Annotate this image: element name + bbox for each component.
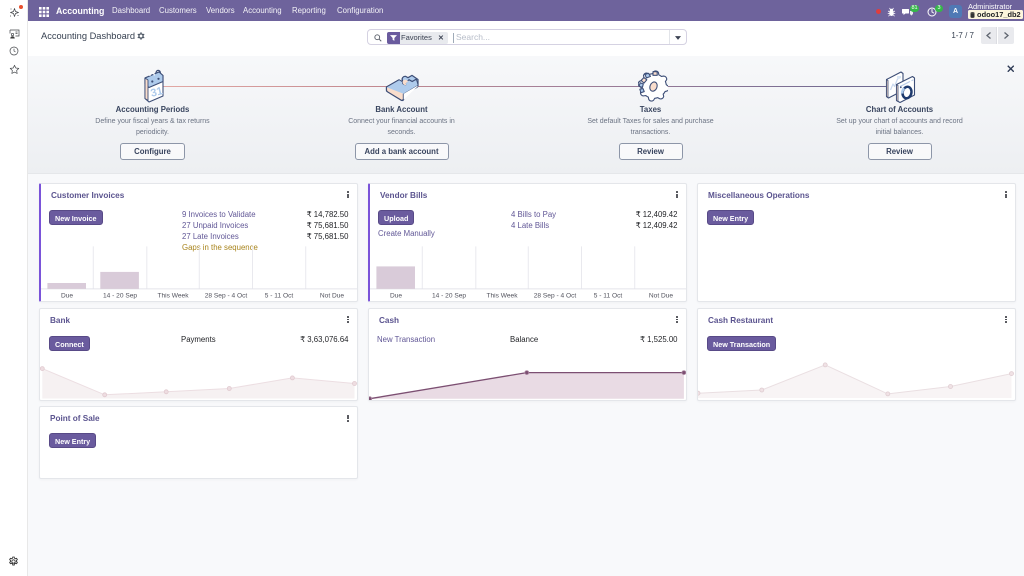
svg-text:14 - 20 Sep: 14 - 20 Sep [432,292,466,299]
svg-text:5 - 11 Oct: 5 - 11 Oct [265,292,294,299]
svg-text:31: 31 [149,85,164,100]
svg-text:5 - 11 Oct: 5 - 11 Oct [594,292,623,299]
svg-text:Due: Due [390,292,402,299]
svg-text:28 Sep - 4 Oct: 28 Sep - 4 Oct [205,292,248,299]
svg-text:This Week: This Week [486,292,518,299]
svg-text:Not Due: Not Due [320,292,345,299]
svg-text:28 Sep - 4 Oct: 28 Sep - 4 Oct [534,292,577,299]
svg-text:Due: Due [61,292,73,299]
svg-text:14 - 20 Sep: 14 - 20 Sep [103,292,137,299]
svg-text:This Week: This Week [157,292,189,299]
svg-text:Not Due: Not Due [649,292,674,299]
